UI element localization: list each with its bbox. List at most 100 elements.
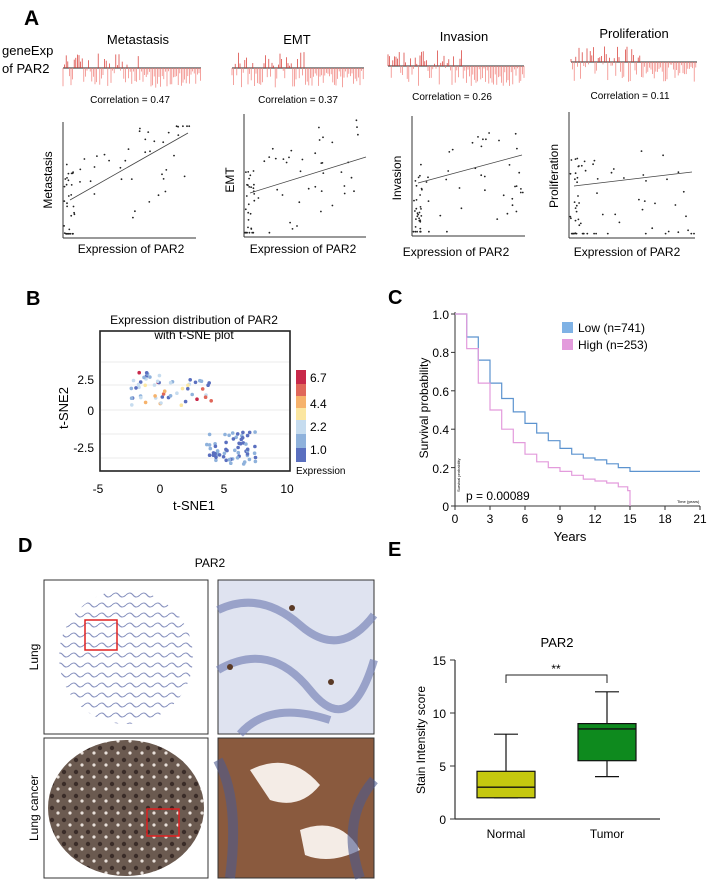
tsne-point [155,379,160,384]
scatter-point [144,138,147,141]
scatter-point [643,200,646,203]
tsne-point [199,379,204,384]
km-xtick: 9 [557,512,564,526]
scatter-point [642,174,645,176]
tsne-ytick: 0 [87,404,94,418]
scatter-point [666,178,668,181]
scatter-point [685,215,687,218]
scatter-point [682,190,685,193]
tsne-point [241,430,245,435]
scatter-point [592,163,594,166]
scatter-point [483,175,486,178]
box-xtick: Normal [487,827,526,841]
scatter-point [173,154,175,157]
tsne-point [247,457,252,462]
x-axis-label: Expression of PAR2 [250,242,357,256]
scatter-point [447,170,450,172]
scatter-point [252,187,255,190]
scatter-point [687,229,689,232]
tsne-xlabel: t-SNE1 [173,498,215,513]
tsne-point [231,437,236,441]
tsne-xtick: -5 [93,482,104,496]
km-ytick: 0.2 [432,462,449,476]
scatter-point [343,192,346,195]
scatter-point [574,232,577,235]
scatter-point [314,185,317,188]
scatter-point [248,177,251,180]
scatter-point [73,211,75,214]
tsne-point [130,403,134,407]
scatter-point [651,227,654,230]
tsne-point [244,442,248,446]
tsne-ytick: -2.5 [73,441,94,455]
colorbar-segment [296,420,306,434]
tsne-point [233,448,237,453]
scatter-point [511,197,514,200]
tsne-point [223,432,227,437]
tsne-point [207,443,212,447]
scatter-point [69,232,72,235]
km-ytick: 0 [442,500,449,514]
scatter-point [575,204,578,207]
tsne-point [234,435,238,440]
scatter-point [67,172,70,175]
scatter-point [274,157,277,160]
scatter-point [164,190,167,193]
scatter-point [70,214,73,217]
scatter-point [578,202,580,204]
scatter-point [249,212,252,215]
scatter-point [320,210,322,213]
row-label-lung-cancer: Lung cancer [27,775,41,841]
tsne-point [253,444,257,449]
scatter-point [427,200,430,203]
tsne-point [142,375,146,380]
scatter-point [596,192,598,195]
scatter-point [322,172,325,175]
ihc-lung-zoom [216,579,378,737]
scatter-point [291,228,294,230]
scatter-point [73,213,76,216]
box-body [577,722,637,762]
tsne-point [230,431,235,435]
tsne-point [148,375,152,379]
colorbar-tick: 4.4 [310,397,327,411]
legend-label-high: High (n=253) [578,338,648,352]
scatter-point [144,151,147,154]
scatter-point [72,205,75,208]
scatter-point [485,138,487,141]
zoom-box [84,619,118,651]
tsne-point [227,457,232,462]
scatter-point [245,171,247,174]
row-label-lung: Lung [27,644,41,671]
scatter-point [157,194,160,197]
ihc-title: PAR2 [195,556,226,570]
tsne-point [235,456,240,460]
scatter-point [331,204,334,207]
scatter-point [67,195,70,197]
box-ytick: 10 [433,707,447,721]
scatter-point [66,232,69,235]
tsne-point [180,386,185,391]
box-ytick: 5 [439,760,446,774]
tsne-point [162,389,167,394]
scatter-point [343,185,346,187]
scatter-point [186,125,188,128]
scatter-point [253,183,255,186]
scatter-point [251,231,254,234]
tsne-point [161,392,166,396]
scatter-point [515,210,518,213]
scatter-point [416,215,419,218]
scatter-point [612,168,615,170]
scatter-point [460,207,463,210]
scatter-point [353,190,355,193]
ihc-lung-overview [43,579,209,735]
ihc-cancer-zoom [213,737,378,880]
scatter-point [64,178,67,180]
scatter-point [595,232,597,235]
scatter-point [414,230,417,233]
scatter-point [249,174,252,177]
scatter-point [244,208,247,211]
scatter-point [521,191,524,194]
regression-line [249,156,367,194]
tsne-point [190,392,194,397]
